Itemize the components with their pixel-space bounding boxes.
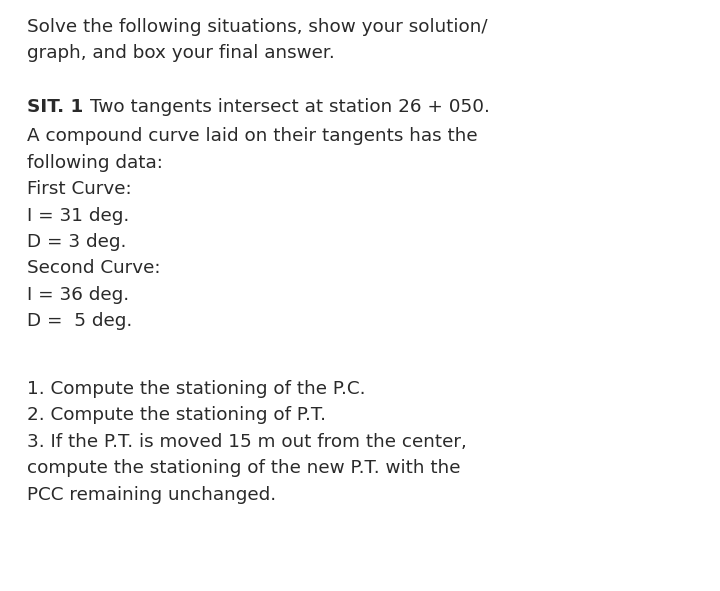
Text: SIT. 1: SIT. 1 [27, 98, 89, 116]
Text: A compound curve laid on their tangents has the
following data:
First Curve:
I =: A compound curve laid on their tangents … [27, 127, 477, 330]
Text: 1. Compute the stationing of the P.C.
2. Compute the stationing of P.T.
3. If th: 1. Compute the stationing of the P.C. 2.… [27, 380, 467, 504]
Text: Solve the following situations, show your solution/
graph, and box your final an: Solve the following situations, show you… [27, 18, 487, 63]
Text: Two tangents intersect at station 26 + 050.: Two tangents intersect at station 26 + 0… [89, 98, 490, 116]
